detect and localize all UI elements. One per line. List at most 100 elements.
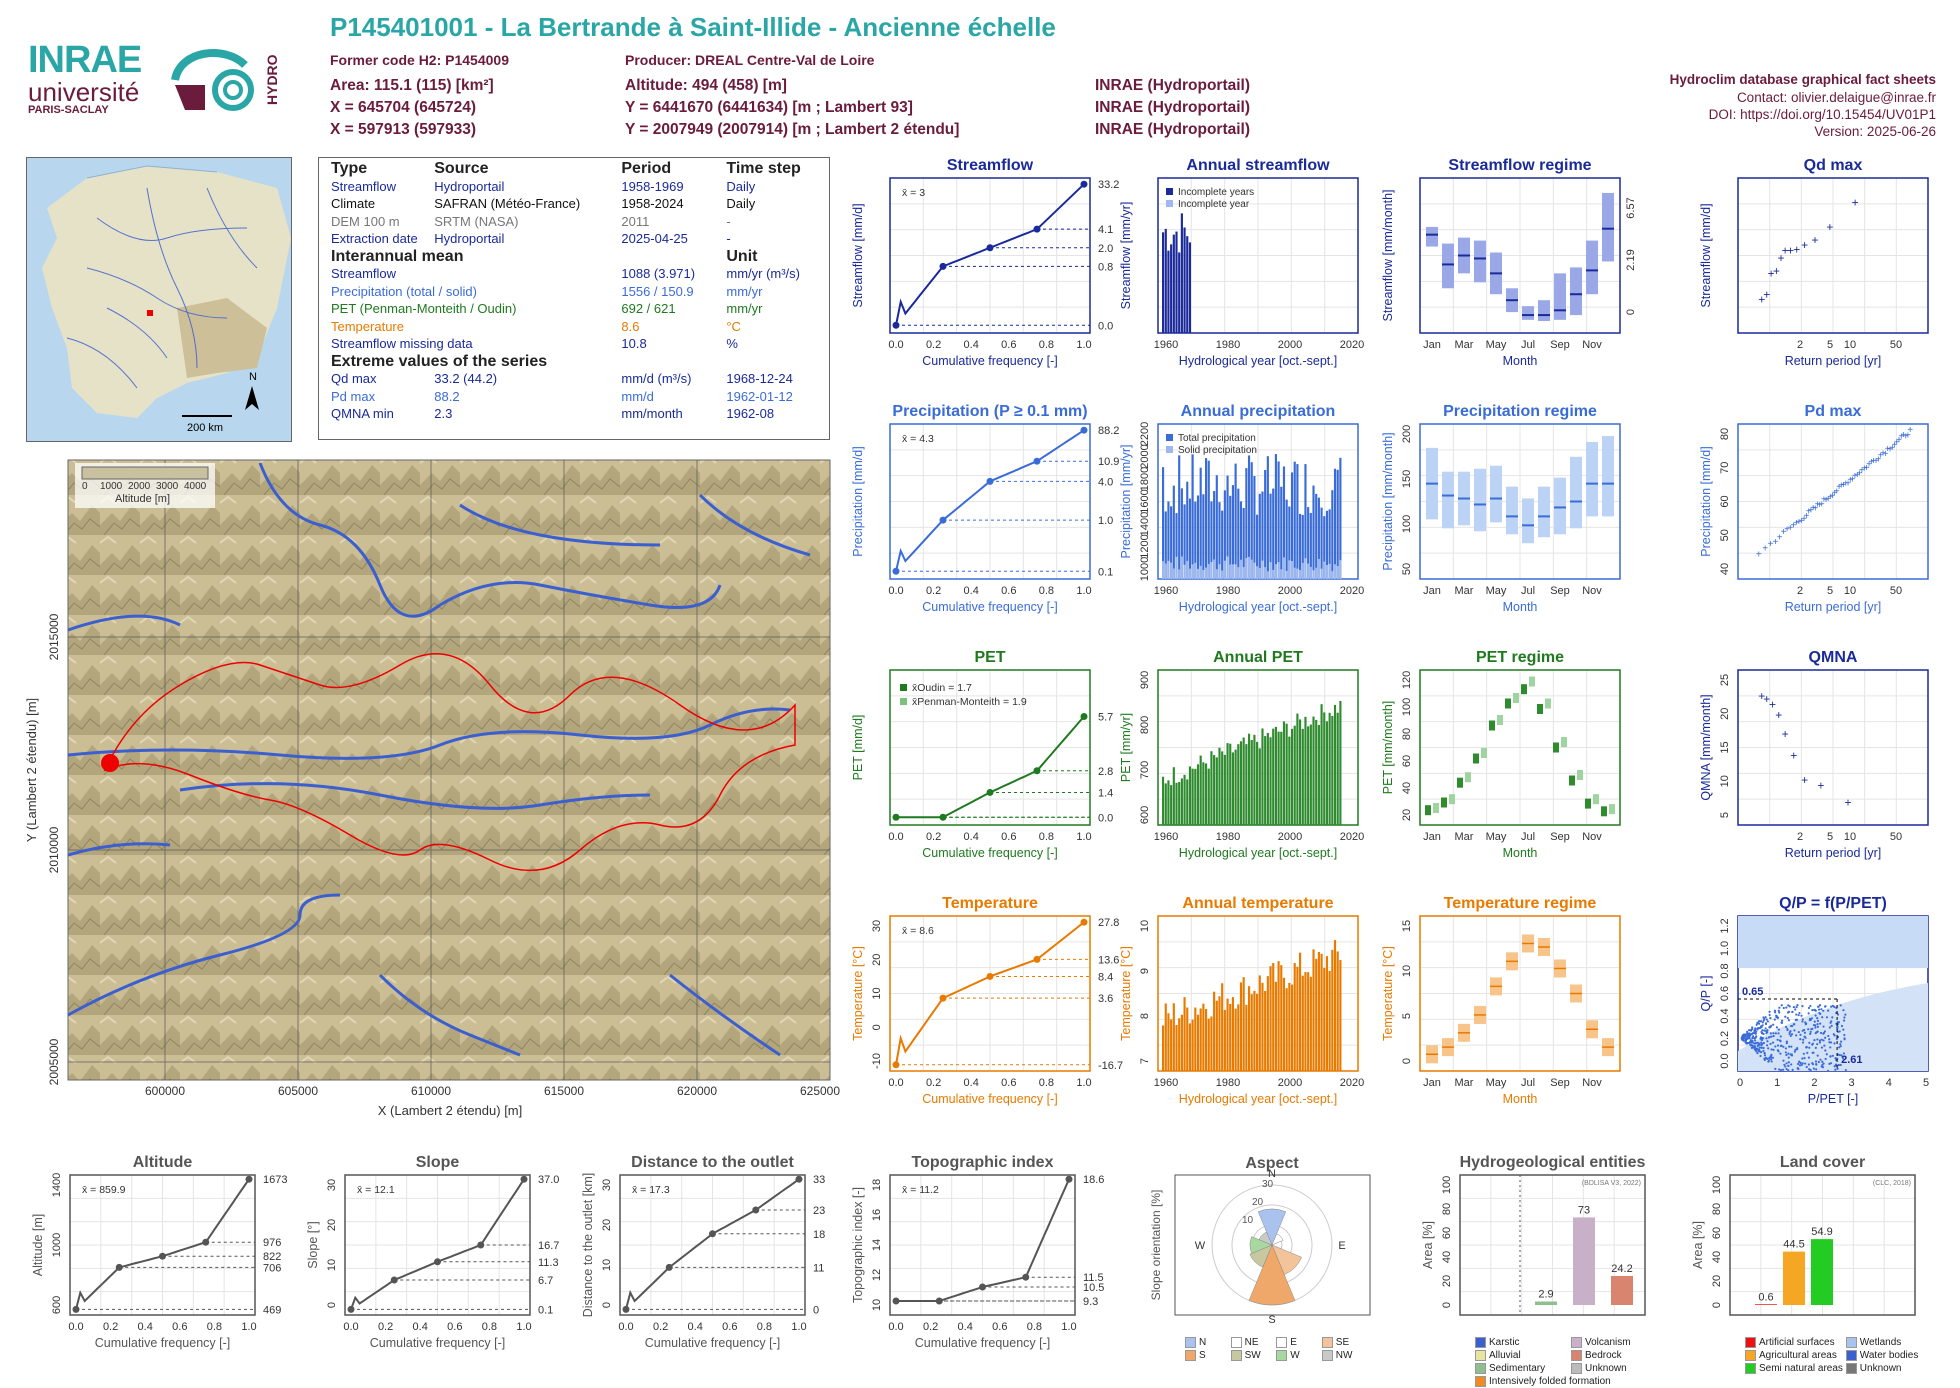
qp-point <box>1778 1011 1781 1014</box>
temp_fdc-right-tick: 8.4 <box>1098 971 1113 983</box>
qp-point <box>1834 1057 1837 1060</box>
legend-swatch <box>1185 1336 1196 1348</box>
annual_temp-bar <box>1280 965 1283 1071</box>
qp-point <box>1833 1042 1836 1045</box>
pd_max-ytick: 70 <box>1719 462 1731 474</box>
annual_temp-xtick: 2000 <box>1278 1077 1302 1089</box>
slope_cdf-title: Slope <box>416 1154 460 1171</box>
altitude_cdf-ytick: 600 <box>51 1296 63 1314</box>
distance_cdf-ytick: 10 <box>601 1259 613 1271</box>
land_cover-title: Land cover <box>1780 1154 1865 1171</box>
annual_precip-ytick: 2000 <box>1139 444 1151 468</box>
annual_precip-ytick: 1400 <box>1139 512 1151 536</box>
annual_precip-solid-bar <box>1223 560 1226 579</box>
col-timestep: Time step <box>726 160 801 177</box>
altitude_cdf-ytick: 1000 <box>51 1233 63 1257</box>
annual_precip-solid-bar <box>1256 566 1259 579</box>
legend-label: Unknown <box>1859 1363 1902 1374</box>
annual_pet-ylabel: PET [mm/yr] <box>1119 713 1133 782</box>
annual_pet-bar <box>1226 743 1229 825</box>
qp-point <box>1823 1044 1826 1047</box>
annual_streamflow-legend-swatch <box>1166 200 1173 207</box>
pd_max-xtick: 5 <box>1827 585 1833 597</box>
map-ylabel: Y (Lambert 2 étendu) [m] <box>24 698 39 842</box>
legend-label: Wetlands <box>1859 1337 1902 1348</box>
slope_cdf-right-tick: 6.7 <box>538 1275 553 1287</box>
annual_precip-bar <box>1210 501 1213 579</box>
annual_pet-bar <box>1237 744 1240 825</box>
doi-link[interactable]: DOI: https://doi.org/10.15454/UV01P1 <box>1708 107 1936 122</box>
qp-point <box>1814 1026 1817 1029</box>
legend-label: N <box>1199 1337 1207 1348</box>
annual_precip-bar <box>1256 514 1259 579</box>
cell: 1958-1969 <box>621 178 684 194</box>
qp-point <box>1775 1026 1779 1029</box>
annual_streamflow-bar <box>1170 244 1173 333</box>
qmna-point: + <box>1775 708 1782 722</box>
annual_pet-chart: Annual PET Hydrological year [oct.-sept.]… <box>1119 649 1364 860</box>
annual_precip-solid-bar <box>1202 570 1205 579</box>
inrae-logo: INRAE université PARIS-SACLAY <box>28 40 158 120</box>
y-lambert93: Y = 6441670 (6441634) [m ; Lambert 93] <box>625 99 913 116</box>
annual_precip-legend-swatch <box>1166 434 1173 441</box>
aspect-sector-W <box>1249 1236 1273 1254</box>
annual_temp-bar <box>1253 990 1256 1071</box>
topo_cdf-ylabel: Topographic index [-] <box>851 1187 865 1303</box>
legend-label: NE <box>1244 1337 1259 1348</box>
legend-label: Semi natural areas <box>1759 1363 1843 1374</box>
qp-point <box>1828 1026 1831 1029</box>
pet_fdc-xtick: 0.2 <box>926 831 941 843</box>
annual_temp-xlabel: Hydrological year [oct.-sept.] <box>1179 1092 1337 1106</box>
streamflow_regime-box <box>1426 226 1438 247</box>
qp-point <box>1817 1060 1820 1064</box>
legend-item: N <box>1185 1336 1231 1349</box>
pd_max-point: + <box>1832 488 1838 499</box>
slope_cdf-ytick: 30 <box>326 1179 338 1191</box>
annual_precip-solid-bar <box>1299 569 1302 579</box>
temp_fdc-mean-label: x̄ = 8.6 <box>902 925 934 937</box>
hydrogeology-chart: Hydrogeological entities Area [%] 0 20 40 60 8… <box>1421 1154 1646 1316</box>
info-row: Extraction date Hydroportail 2025-04-25 - <box>327 230 821 248</box>
hydrogeology-ytick: 20 <box>1441 1275 1453 1287</box>
annual_temp-title: Annual temperature <box>1182 895 1333 912</box>
annual_precip-solid-bar <box>1272 569 1275 579</box>
annual_precip-bar <box>1226 475 1229 579</box>
logo-universite-text: université <box>28 77 140 107</box>
map-xtick-5: 625000 <box>800 1084 840 1098</box>
pet_regime-oudin-box <box>1601 806 1607 817</box>
pd_max-point: + <box>1873 456 1879 467</box>
pet_regime-frame <box>1419 669 1621 826</box>
cell: 692 / 621 <box>621 301 676 316</box>
temp_fdc-right-tick: -16.7 <box>1098 1060 1123 1072</box>
annual_temp-bar <box>1277 961 1280 1071</box>
annual_temp-bar <box>1167 1013 1170 1071</box>
legend-swatch <box>1475 1375 1486 1387</box>
aspect-dir-label: N <box>1268 1168 1276 1180</box>
distance_cdf-ytick: 30 <box>601 1179 613 1191</box>
legend-swatch <box>1845 1362 1857 1374</box>
legend-label: E <box>1290 1337 1297 1348</box>
interannual-row: Precipitation (total / solid) 1556 / 150.… <box>327 283 821 301</box>
annual_streamflow-ylabel: Streamflow [mm/yr] <box>1119 202 1133 310</box>
hydrogeology-bar-label: 24.2 <box>1611 1263 1632 1275</box>
topo_cdf-xtick: 0.4 <box>958 1321 973 1333</box>
pet_fdc-title: PET <box>974 649 1005 666</box>
annual_temp-bar <box>1223 1010 1226 1071</box>
annual_pet-ytick: 900 <box>1139 671 1151 689</box>
annual_pet-bar <box>1272 728 1275 825</box>
annual_precip-bar <box>1196 495 1200 579</box>
altitude_cdf-xtick: 0.4 <box>138 1321 153 1333</box>
cell: °C <box>726 318 741 334</box>
annual_precip-ylabel: Precipitation [mm/yr] <box>1119 445 1133 559</box>
pet_regime-ytick: 20 <box>1401 809 1413 821</box>
precip_fdc-xtick: 0.4 <box>964 585 979 597</box>
cell: Streamflow <box>331 178 397 194</box>
altitude_cdf-xtick: 0.6 <box>172 1321 187 1333</box>
qp_ppet-chart: Q/P = f(P/PET) P/PET [-] Q/P [-] 0 1 2 3 4 5 0.0 0… <box>1699 895 1929 1106</box>
map-xtick-2: 610000 <box>411 1084 451 1098</box>
precip_fdc-right-tick: 10.9 <box>1098 456 1119 468</box>
qp-point <box>1816 1043 1819 1046</box>
annual_temp-bar <box>1261 982 1264 1071</box>
legend-tick-3: 3000 <box>156 481 179 492</box>
qp-point <box>1774 1045 1777 1048</box>
